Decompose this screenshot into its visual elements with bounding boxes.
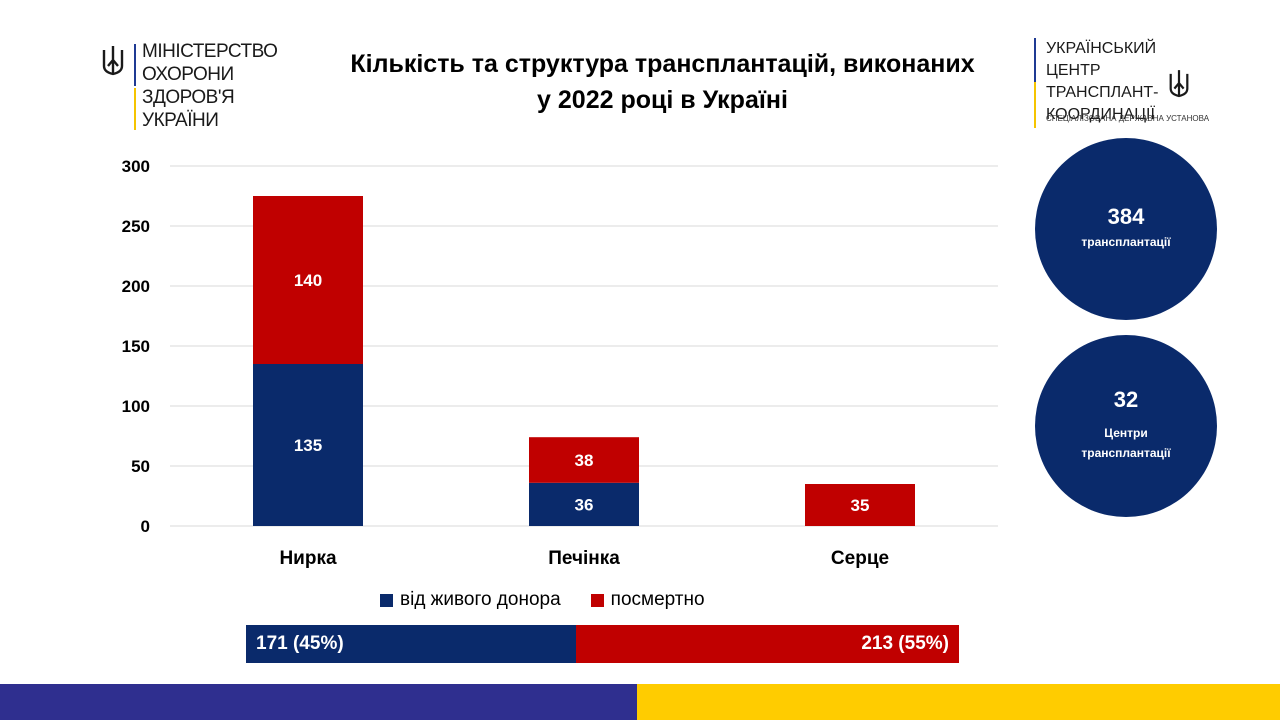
trident-icon [1169, 70, 1189, 98]
logo-right-line-2: ТРАНСПЛАНТ- [1046, 84, 1159, 101]
y-tick-label: 50 [131, 457, 150, 476]
y-tick-label: 0 [141, 517, 150, 536]
bar-segment [805, 484, 915, 526]
data-label: 140 [294, 271, 322, 290]
data-label: 38 [575, 451, 594, 470]
centers-label: Центри трансплантації [1081, 426, 1171, 460]
category-label: Печінка [548, 548, 620, 569]
logo-left-line-2: ОХОРОНИ [142, 64, 234, 85]
logo-right-subtitle: СПЕЦІАЛІЗОВАНА ДЕРЖАВНА УСТАНОВА [1046, 114, 1210, 123]
legend-item-posthumous: посмертно [590, 589, 705, 611]
totals-bar: 171 (45%) 213 (55%) [246, 625, 959, 663]
bar-segment [253, 196, 363, 364]
bar-segment [529, 482, 639, 526]
legend-swatch-posthumous [590, 593, 604, 607]
legend-label-posthumous: посмертно [610, 589, 705, 610]
stacked-bar-chart: 0 50 100 150 200 250 300 135 140 Нирка 36 38 Печінка… [122, 157, 998, 569]
totals-live-segment: 171 (45%) [246, 625, 576, 663]
totals-live-label: 171 (45%) [256, 633, 344, 654]
y-tick-label: 150 [122, 337, 150, 356]
ministry-logo: МІНІСТЕРСТВО ОХОРОНИ ЗДОРОВ'Я УКРАЇНИ [100, 40, 278, 135]
chart-legend: від живого донора посмертно [380, 589, 735, 611]
category-label: Серце [831, 548, 889, 569]
legend-swatch-live [380, 593, 393, 607]
logo-left-line-4: УКРАЇНИ [142, 110, 219, 131]
category-label: Нирка [279, 548, 337, 569]
title-line-2: у 2022 році в Україні [537, 86, 788, 114]
total-transplants-circle: 384 трансплантації [1035, 138, 1217, 320]
centers-value: 32 [1113, 387, 1139, 412]
bar-segment [529, 437, 639, 483]
legend-item-live: від живого донора [380, 589, 561, 611]
centers-circle: 32 Центри трансплантації [1035, 335, 1217, 517]
legend-label-live: від живого донора [400, 589, 561, 610]
title-line-1: Кількість та структура трансплантацій, в… [350, 50, 975, 78]
page-title: Кількість та структура трансплантацій, в… [300, 46, 1025, 118]
transplant-center-logo: УКРАЇНСЬКИЙ ЦЕНТР ТРАНСПЛАНТ- КООРДИНАЦІ… [1034, 38, 1209, 130]
logo-left-line-1: МІНІСТЕРСТВО [142, 41, 278, 62]
data-label: 35 [851, 496, 870, 515]
logo-right-line-1: УКРАЇНСЬКИЙ ЦЕНТР [1046, 40, 1157, 79]
y-tick-label: 300 [122, 157, 150, 176]
y-tick-label: 250 [122, 217, 150, 236]
y-tick-label: 100 [122, 397, 150, 416]
totals-posthumous-label: 213 (55%) [861, 633, 949, 654]
data-label: 135 [294, 436, 322, 455]
data-label: 36 [575, 495, 594, 514]
trident-icon [102, 46, 124, 76]
bar-segment [253, 364, 363, 526]
flag-stripe-yellow [637, 684, 1280, 720]
logo-right-line-3: КООРДИНАЦІЇ [1046, 106, 1155, 123]
total-transplants-value: 384 [1107, 204, 1145, 229]
totals-posthumous-segment: 213 (55%) [576, 625, 959, 663]
logo-left-line-3: ЗДОРОВ'Я [142, 87, 235, 108]
total-transplants-label: трансплантації [1081, 235, 1171, 249]
flag-stripe-blue [0, 684, 637, 720]
y-tick-label: 200 [122, 277, 150, 296]
